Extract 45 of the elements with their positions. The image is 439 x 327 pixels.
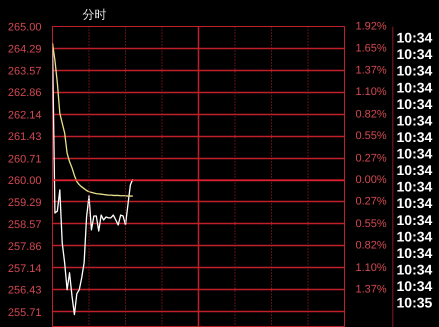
text: 10:34 [396, 128, 433, 145]
y-tick-label: 260.00 [8, 175, 42, 188]
text: 10:34 [396, 79, 433, 96]
text: 10:34 [396, 262, 433, 278]
text: 10:35 [396, 294, 433, 311]
text: 10:34 [396, 62, 433, 79]
text: 10:34 [396, 96, 433, 112]
y-tick-label: 261.43 [8, 131, 42, 144]
y2-tick-label: 1.37% [356, 64, 387, 77]
text: 10:34 [396, 30, 433, 46]
y-tick-label: 256.43 [8, 284, 42, 297]
y2-tick-label: 1.65% [356, 42, 387, 54]
y2-tick-label: 1.10% [356, 262, 387, 274]
y2-tick-label: 1.92% [356, 20, 387, 33]
y-tick-label: 262.86 [8, 87, 42, 100]
y2-tick-label: 1.37% [356, 283, 387, 296]
text: 10:34 [396, 112, 433, 128]
text: 10:34 [396, 278, 433, 294]
y-tick-label: 255.71 [8, 306, 42, 319]
y-tick-label: 263.57 [8, 65, 42, 78]
y-tick-label: 265.00 [8, 22, 42, 34]
text: 10:34 [396, 162, 433, 178]
text: 10:34 [396, 46, 433, 62]
y-tick-label: 264.29 [8, 43, 42, 56]
text: 10:34 [396, 146, 433, 162]
y2-tick-label: 0.82% [356, 108, 387, 121]
text: 10:34 [396, 228, 433, 244]
y-tick-label: 257.86 [8, 240, 42, 253]
y-tick-label: 258.57 [8, 218, 42, 231]
y-tick-label: 259.29 [8, 196, 42, 209]
y2-tick-label: 0.82% [356, 240, 387, 252]
y2-tick-label: 0.27% [356, 152, 387, 165]
y-tick-label: 260.71 [8, 153, 42, 166]
text: 10:34 [396, 195, 433, 212]
y2-tick-label: 1.10% [356, 86, 387, 98]
y2-tick-label: 0.00% [356, 174, 387, 186]
y2-tick-label: 0.27% [356, 196, 387, 208]
y-tick-label: 257.14 [8, 262, 42, 275]
y2-tick-label: 0.55% [356, 218, 387, 230]
y-tick-label: 262.14 [8, 109, 42, 122]
text: 10:34 [396, 212, 433, 228]
text: 10:34 [396, 178, 433, 195]
chart-title: 分时 [82, 8, 106, 22]
text: 10:34 [396, 244, 433, 261]
y2-tick-label: 0.55% [356, 130, 387, 142]
